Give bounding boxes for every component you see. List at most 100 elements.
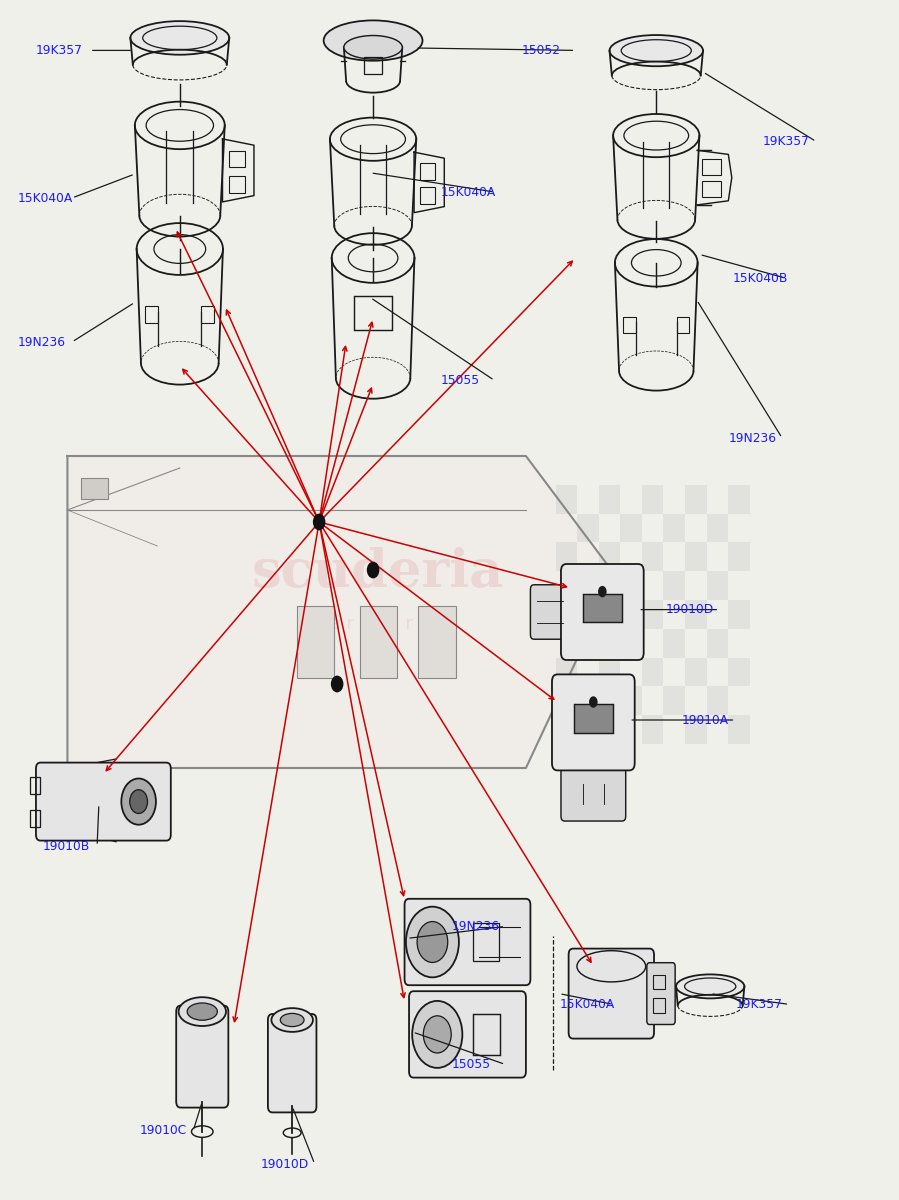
Bar — [620, 629, 642, 658]
Bar — [201, 306, 214, 323]
Bar — [599, 658, 620, 686]
Bar — [420, 187, 435, 204]
Ellipse shape — [417, 922, 448, 962]
Bar — [30, 810, 40, 827]
Text: 15055: 15055 — [441, 374, 480, 386]
Bar — [473, 1014, 500, 1055]
Bar — [556, 485, 577, 514]
Bar — [228, 175, 245, 192]
Bar — [702, 181, 721, 197]
Bar — [473, 924, 499, 960]
Bar — [556, 600, 577, 629]
Bar — [620, 686, 642, 715]
Bar — [574, 704, 613, 732]
Bar — [707, 686, 728, 715]
Bar — [707, 571, 728, 600]
Bar — [707, 629, 728, 658]
Bar — [728, 658, 750, 686]
Text: 19010A: 19010A — [681, 714, 728, 726]
Circle shape — [367, 562, 379, 578]
Ellipse shape — [423, 1015, 451, 1054]
Bar — [620, 571, 642, 600]
Bar — [577, 686, 599, 715]
Text: 19K357: 19K357 — [735, 998, 782, 1010]
Circle shape — [589, 696, 598, 708]
Text: scuderia: scuderia — [252, 547, 503, 598]
Circle shape — [331, 676, 343, 692]
FancyBboxPatch shape — [647, 962, 675, 1025]
Bar — [599, 715, 620, 744]
Bar — [642, 715, 663, 744]
Bar — [599, 485, 620, 514]
FancyBboxPatch shape — [409, 991, 526, 1078]
Bar — [728, 485, 750, 514]
Bar — [556, 542, 577, 571]
Ellipse shape — [676, 974, 744, 998]
FancyBboxPatch shape — [530, 584, 570, 640]
Bar — [728, 542, 750, 571]
Bar — [685, 715, 707, 744]
Circle shape — [129, 790, 147, 814]
Bar — [418, 606, 456, 678]
FancyBboxPatch shape — [561, 758, 626, 821]
Text: 15K040B: 15K040B — [733, 272, 788, 284]
FancyBboxPatch shape — [569, 948, 654, 1039]
Bar — [663, 514, 685, 542]
Text: c a r   p a r t s: c a r p a r t s — [315, 614, 441, 634]
Text: 19010C: 19010C — [139, 1124, 187, 1136]
Bar — [577, 514, 599, 542]
Bar — [642, 485, 663, 514]
Text: 15K040A: 15K040A — [441, 186, 495, 198]
Bar — [642, 658, 663, 686]
Text: 19010D: 19010D — [665, 604, 714, 616]
Bar — [556, 715, 577, 744]
Ellipse shape — [179, 997, 226, 1026]
Bar — [663, 686, 685, 715]
Ellipse shape — [324, 20, 423, 61]
Text: 15K040A: 15K040A — [18, 192, 73, 204]
Ellipse shape — [610, 35, 703, 66]
Bar — [654, 998, 665, 1013]
Text: 15055: 15055 — [451, 1058, 491, 1070]
Bar — [685, 485, 707, 514]
Bar — [583, 594, 622, 622]
FancyBboxPatch shape — [405, 899, 530, 985]
Bar — [702, 160, 721, 175]
Bar — [599, 600, 620, 629]
Bar — [685, 658, 707, 686]
Ellipse shape — [130, 22, 229, 55]
Bar — [577, 629, 599, 658]
Ellipse shape — [343, 36, 403, 59]
Bar — [654, 974, 665, 989]
Text: 19N236: 19N236 — [18, 336, 66, 348]
Bar — [599, 542, 620, 571]
Text: 15K040A: 15K040A — [559, 998, 614, 1010]
FancyBboxPatch shape — [561, 564, 644, 660]
Ellipse shape — [412, 1001, 462, 1068]
Text: 19K357: 19K357 — [36, 44, 83, 56]
Bar — [146, 306, 158, 323]
Bar — [420, 163, 435, 180]
Bar — [30, 776, 40, 793]
Ellipse shape — [280, 1013, 304, 1026]
Bar — [620, 514, 642, 542]
Bar — [297, 606, 334, 678]
Text: 19010D: 19010D — [261, 1158, 309, 1170]
FancyBboxPatch shape — [552, 674, 635, 770]
Text: 19K357: 19K357 — [762, 136, 809, 148]
Bar — [354, 296, 392, 330]
FancyBboxPatch shape — [36, 763, 171, 840]
Bar — [677, 317, 690, 332]
Polygon shape — [67, 456, 616, 768]
FancyBboxPatch shape — [176, 1006, 228, 1108]
Circle shape — [598, 586, 607, 598]
Bar — [685, 600, 707, 629]
Bar — [360, 606, 397, 678]
Bar — [728, 600, 750, 629]
Ellipse shape — [271, 1008, 313, 1032]
Bar — [556, 658, 577, 686]
Circle shape — [121, 779, 156, 824]
Bar — [642, 600, 663, 629]
Circle shape — [313, 514, 325, 530]
Bar — [623, 317, 636, 332]
